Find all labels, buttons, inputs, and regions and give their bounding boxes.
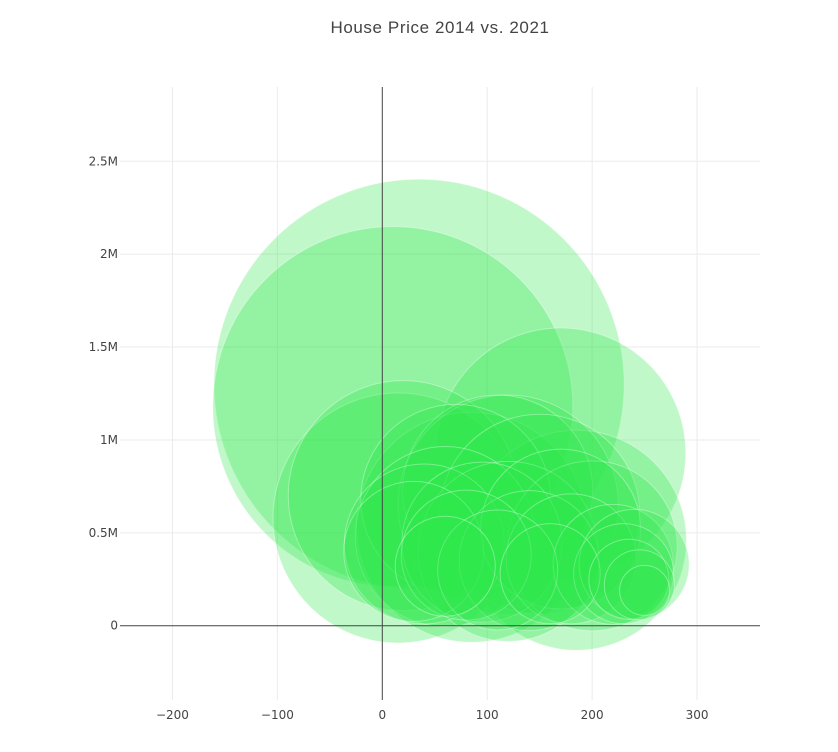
bubble-point xyxy=(439,413,641,615)
bubble-point xyxy=(343,463,505,625)
bubble-point xyxy=(401,461,563,623)
bubble-point xyxy=(435,327,687,579)
bubble-point xyxy=(619,564,671,616)
bubble-point xyxy=(552,503,674,625)
bubble-point xyxy=(400,489,532,621)
bubble-point xyxy=(588,538,670,620)
y-tick-label: 2.5M xyxy=(89,154,118,168)
y-tick-label: 1.5M xyxy=(89,340,118,354)
bubble-point xyxy=(287,380,519,612)
bubble-point xyxy=(272,392,524,644)
y-tick-label: 0.5M xyxy=(89,526,118,540)
bubble-point xyxy=(212,226,574,588)
bubble-point xyxy=(437,509,559,631)
bubble-point xyxy=(354,446,536,628)
bubble-point xyxy=(505,493,637,625)
x-tick-label: 0 xyxy=(378,708,386,722)
x-tick-label: −200 xyxy=(156,708,189,722)
bubble-point xyxy=(578,508,690,620)
y-tick-label: 0 xyxy=(110,619,118,633)
y-tick-label: 2M xyxy=(100,247,118,261)
bubble-point xyxy=(402,394,594,586)
bubble-point xyxy=(465,429,687,651)
x-tick-label: 300 xyxy=(686,708,709,722)
bubble-point xyxy=(573,523,675,625)
bubble-point xyxy=(603,549,675,621)
bubble-point xyxy=(499,523,601,625)
bubble-layer xyxy=(212,178,690,651)
y-tick-label: 1M xyxy=(100,433,118,447)
bubble-point xyxy=(355,411,587,643)
bubble-point xyxy=(397,394,619,616)
bubble-point xyxy=(360,403,552,595)
chart-title: House Price 2014 vs. 2021 xyxy=(330,18,550,37)
x-tick-label: 200 xyxy=(581,708,604,722)
x-tick-label: −100 xyxy=(261,708,294,722)
grid-layer xyxy=(120,87,760,700)
bubble-point xyxy=(343,480,485,622)
axis-layer xyxy=(120,87,760,700)
bubble-point xyxy=(458,490,600,632)
tick-labels: −200 −100 0 100 200 300 0 0.5M 1M 1.5M 2M 2.5M xyxy=(89,154,709,722)
bubble-point xyxy=(394,515,496,617)
bubble-point xyxy=(506,460,678,632)
bubble-point xyxy=(417,460,599,642)
bubble-point xyxy=(480,448,642,610)
bubble-point xyxy=(213,178,625,590)
x-tick-label: 100 xyxy=(476,708,499,722)
